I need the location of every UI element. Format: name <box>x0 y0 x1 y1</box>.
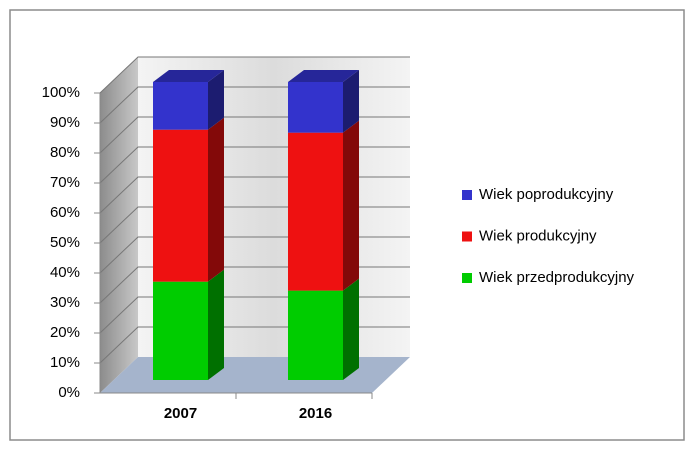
y-tick-label: 0% <box>58 384 80 401</box>
bar-front <box>288 82 343 133</box>
x-tick-label: 2007 <box>164 405 197 422</box>
bar-side <box>208 269 224 380</box>
bar-front <box>153 82 208 130</box>
bar-segment <box>153 117 224 282</box>
legend-label: Wiek poprodukcyjny <box>479 186 614 203</box>
legend-swatch <box>462 231 472 242</box>
bar-segment <box>153 269 224 380</box>
grid-line <box>99 56 410 94</box>
bar-segment <box>153 70 224 130</box>
y-tick-label: 10% <box>50 354 80 371</box>
bar-top <box>288 70 359 82</box>
bar-segment <box>288 278 359 380</box>
bar-front <box>153 129 208 282</box>
legend-label: Wiek produkcyjny <box>479 227 597 244</box>
y-tick-label: 30% <box>50 294 80 311</box>
bar-top <box>153 70 224 82</box>
y-tick-label: 90% <box>50 114 80 131</box>
y-tick-label: 100% <box>42 84 80 101</box>
bar-side <box>343 278 359 380</box>
legend-label: Wiek przedprodukcyjny <box>479 269 635 286</box>
bar-side <box>343 120 359 291</box>
y-tick-label: 20% <box>50 324 80 341</box>
y-tick-label: 40% <box>50 264 80 281</box>
bar-side <box>208 70 224 130</box>
floor <box>100 357 410 393</box>
bar-segment <box>288 120 359 291</box>
y-tick-label: 50% <box>50 234 80 251</box>
x-tick-label: 2016 <box>299 405 332 422</box>
bar-side <box>343 70 359 133</box>
bar-front <box>153 281 208 380</box>
bar-front <box>288 132 343 291</box>
bar-side <box>208 117 224 282</box>
y-tick-label: 80% <box>50 144 80 161</box>
legend-swatch <box>462 273 472 283</box>
y-tick-label: 60% <box>50 204 80 221</box>
bar-segment <box>288 70 359 133</box>
legend-swatch <box>462 190 472 200</box>
y-tick-label: 70% <box>50 174 80 191</box>
bar-front <box>288 290 343 380</box>
